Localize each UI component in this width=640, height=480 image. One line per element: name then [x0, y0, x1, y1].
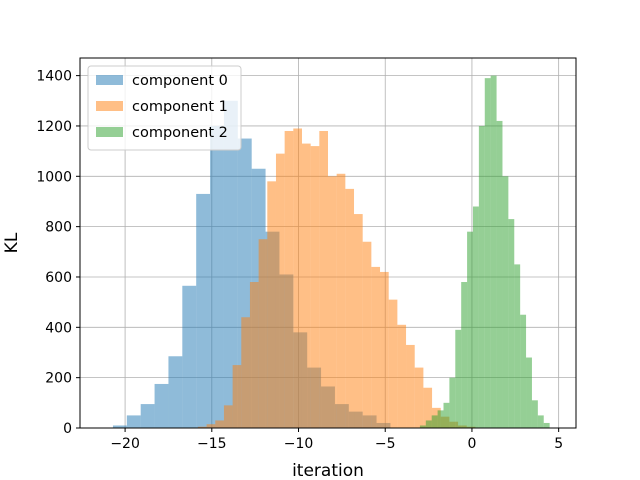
histogram-bar	[490, 75, 497, 428]
histogram-bar	[354, 214, 363, 428]
y-tick-label: 1000	[36, 169, 72, 185]
histogram-bar	[284, 130, 294, 428]
x-tick-label: −20	[110, 436, 140, 452]
legend-label: component 0	[132, 73, 228, 89]
histogram-bar	[154, 383, 169, 428]
y-axis-label: KL	[2, 232, 22, 253]
series-1-bars	[197, 128, 476, 429]
histogram-bar	[126, 415, 141, 428]
x-tick-label: −5	[375, 436, 396, 452]
x-tick-label: 0	[467, 436, 476, 452]
histogram-bar	[478, 125, 485, 429]
histogram-bar	[336, 173, 346, 428]
histogram-bar	[437, 410, 444, 428]
histogram-bar	[249, 282, 259, 428]
histogram-bar	[455, 329, 462, 428]
histogram-bar	[210, 125, 224, 429]
series-2-bars	[419, 75, 550, 429]
histogram-bar	[223, 100, 238, 428]
histogram-bar	[206, 424, 216, 428]
y-tick-label: 600	[45, 270, 72, 286]
histogram-bar	[514, 264, 521, 428]
histogram-bar	[215, 420, 224, 428]
y-tick-label: 400	[45, 320, 72, 336]
histogram-bar	[467, 231, 473, 428]
histogram-bar	[449, 377, 456, 428]
histogram-bar	[293, 128, 302, 428]
histogram-bar	[472, 206, 479, 428]
histogram-bar	[496, 120, 503, 428]
histogram-bar	[112, 425, 127, 428]
x-axis-label: iteration	[292, 461, 364, 480]
histogram-bar	[241, 317, 250, 428]
x-tick-label: 5	[554, 436, 563, 452]
legend-label: component 1	[132, 99, 228, 115]
histogram-bar	[543, 422, 550, 428]
histogram-bar	[431, 415, 438, 428]
histogram-bar	[258, 239, 268, 428]
legend: component 0 component 1 component 2	[87, 65, 242, 151]
histogram-bar	[502, 176, 509, 428]
histogram-bar	[319, 130, 328, 428]
histogram-bar	[484, 78, 491, 429]
x-axis-ticks: −20 −15 −10 −5 0 5	[110, 428, 563, 452]
histogram-bar	[196, 193, 211, 428]
histogram-bar	[423, 387, 433, 428]
histogram-bar	[182, 285, 197, 428]
histogram-bar	[406, 344, 415, 428]
histogram-bar	[362, 241, 372, 428]
histogram-bar	[520, 314, 527, 428]
x-tick-label: −15	[197, 436, 227, 452]
plot-frame	[79, 57, 577, 429]
y-tick-label: 0	[63, 421, 72, 437]
y-tick-label: 200	[45, 371, 72, 387]
x-tick-label: −10	[284, 436, 314, 452]
legend-box	[87, 65, 242, 151]
histogram-bar	[267, 181, 276, 428]
histogram-bar	[508, 219, 515, 428]
histogram-bar	[168, 356, 183, 428]
y-tick-label: 1400	[36, 69, 72, 85]
histogram-bar	[526, 357, 532, 428]
histogram-bar	[388, 299, 398, 428]
histogram-bar	[328, 176, 337, 428]
histogram-bar	[380, 271, 389, 428]
y-axis-ticks: 0 200 400 600 800 1000 1200 1400	[36, 69, 80, 437]
legend-swatch	[96, 127, 123, 137]
legend-swatch	[96, 101, 123, 111]
y-tick-label: 800	[45, 220, 72, 236]
histogram-bar	[443, 402, 450, 428]
histogram-bar	[371, 266, 381, 428]
legend-swatch	[96, 75, 123, 85]
histogram-bar	[461, 282, 468, 428]
legend-label: component 2	[132, 125, 228, 141]
histogram-bar	[397, 324, 407, 428]
histogram-bar	[232, 365, 242, 428]
histogram-bar	[414, 367, 424, 428]
histogram-bar	[223, 405, 233, 428]
y-tick-label: 1200	[36, 119, 72, 135]
histogram-bar	[531, 400, 538, 428]
histogram-bar	[275, 153, 285, 429]
histogram-bar	[140, 404, 155, 428]
histogram-bar	[537, 415, 544, 428]
histogram-bar	[419, 425, 426, 428]
histogram-bar	[425, 420, 432, 428]
histogram-bar	[301, 143, 311, 428]
histogram-bars	[112, 75, 550, 429]
histogram-bar	[197, 426, 207, 428]
histogram-bar	[310, 146, 320, 428]
histogram-bar	[345, 188, 355, 428]
